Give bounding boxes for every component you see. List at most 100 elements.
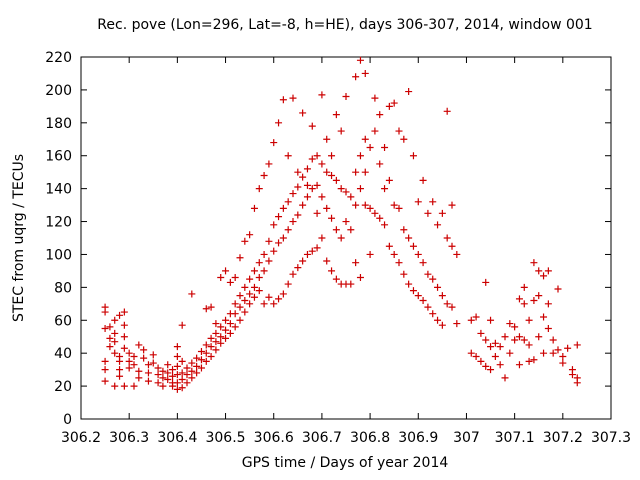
data-point <box>501 333 509 341</box>
data-point <box>568 371 576 379</box>
data-point <box>303 181 311 189</box>
data-point <box>130 361 138 369</box>
data-point <box>313 152 321 160</box>
data-point <box>308 122 316 130</box>
data-point <box>482 278 490 286</box>
y-tick-label: 0 <box>63 412 72 428</box>
data-point <box>535 267 543 275</box>
data-point <box>381 144 389 151</box>
data-point <box>197 348 205 356</box>
data-point <box>236 303 244 311</box>
data-point <box>308 247 316 255</box>
data-point <box>356 152 364 160</box>
data-point <box>318 160 326 168</box>
data-point <box>564 344 572 352</box>
data-point <box>477 329 485 337</box>
data-point <box>323 135 331 143</box>
data-point <box>352 73 360 81</box>
data-point <box>120 382 128 390</box>
x-tick-label: 306.3 <box>109 430 149 446</box>
data-point <box>164 376 172 384</box>
data-point <box>284 226 292 234</box>
data-point <box>299 173 307 181</box>
data-point <box>270 139 278 147</box>
data-point <box>356 273 364 281</box>
data-point <box>429 310 437 318</box>
data-point <box>250 204 258 212</box>
data-point <box>530 297 538 305</box>
data-point <box>482 362 490 370</box>
data-point <box>255 259 263 267</box>
data-point <box>173 343 181 351</box>
data-point <box>217 323 225 331</box>
data-point <box>342 188 350 196</box>
data-point <box>491 352 499 360</box>
data-point <box>491 339 499 347</box>
data-point <box>347 193 355 201</box>
data-point <box>299 109 307 117</box>
data-point <box>366 144 374 151</box>
data-point <box>424 270 432 278</box>
x-axis-label: GPS time / Days of year 2014 <box>241 455 449 471</box>
data-point <box>496 343 504 351</box>
data-point <box>530 356 538 364</box>
data-point <box>193 369 201 377</box>
data-point <box>135 374 143 382</box>
data-point <box>448 242 456 250</box>
data-point <box>385 102 393 110</box>
data-point <box>540 272 548 280</box>
data-point <box>207 303 215 311</box>
data-point <box>554 346 562 354</box>
data-point <box>313 244 321 252</box>
data-point <box>515 333 523 341</box>
data-point <box>207 334 215 342</box>
data-point <box>279 204 287 212</box>
data-point <box>154 364 162 372</box>
data-point <box>434 221 442 229</box>
data-point <box>154 371 162 379</box>
data-point <box>520 336 528 344</box>
data-point <box>236 254 244 262</box>
data-point <box>318 193 326 201</box>
data-point <box>106 334 114 342</box>
data-point <box>544 267 552 275</box>
data-point <box>255 185 263 193</box>
data-point <box>294 168 302 176</box>
data-point <box>299 201 307 209</box>
data-point <box>159 367 167 375</box>
data-point <box>260 250 268 258</box>
x-tick-label: 307.2 <box>543 430 583 446</box>
data-point <box>135 341 143 349</box>
y-axis-label: STEC from uqrg / TECUs <box>11 153 27 323</box>
data-point <box>544 300 552 308</box>
data-point <box>328 267 336 275</box>
data-point <box>303 250 311 258</box>
data-point <box>540 313 548 321</box>
data-point <box>385 176 393 184</box>
data-point <box>284 280 292 288</box>
data-point <box>443 234 451 242</box>
data-point <box>178 321 186 329</box>
data-point <box>405 88 413 96</box>
data-point <box>101 366 109 374</box>
data-point <box>525 316 533 324</box>
plot-frame <box>80 56 612 420</box>
data-point <box>332 111 340 119</box>
data-point <box>202 357 210 365</box>
data-point <box>202 341 210 349</box>
data-point <box>144 377 152 385</box>
data-point <box>366 250 374 258</box>
data-point <box>443 300 451 308</box>
data-point <box>429 198 437 206</box>
data-point <box>323 257 331 265</box>
x-tick-label: 306.7 <box>302 430 342 446</box>
data-point <box>472 313 480 321</box>
data-point <box>236 316 244 324</box>
data-point <box>303 165 311 173</box>
data-point <box>409 152 417 160</box>
data-point <box>275 239 283 247</box>
data-point <box>323 204 331 212</box>
data-point <box>328 214 336 222</box>
data-point <box>275 295 283 303</box>
data-point <box>188 367 196 375</box>
